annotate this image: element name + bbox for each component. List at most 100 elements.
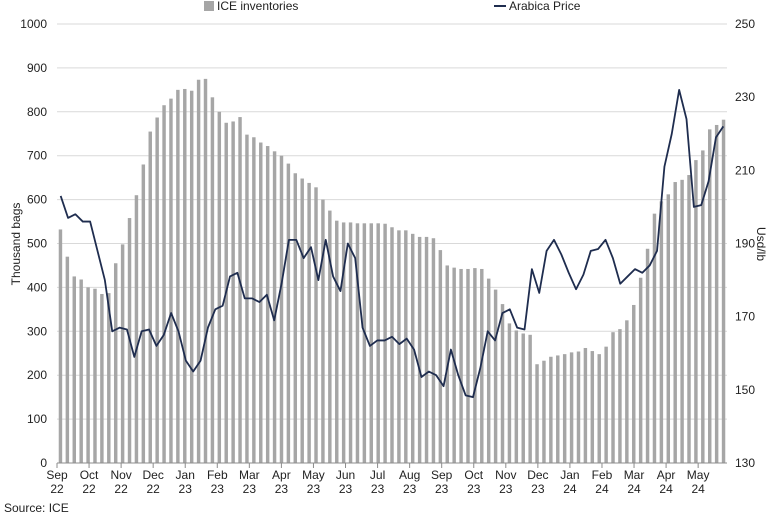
inventory-bar bbox=[141, 164, 146, 464]
inventory-bar bbox=[314, 187, 318, 463]
inventory-bar bbox=[272, 151, 277, 463]
x-tick-month-label: Nov bbox=[110, 468, 131, 482]
x-tick-year-label: 23 bbox=[403, 482, 417, 496]
inventory-bar bbox=[714, 124, 719, 463]
x-tick-year-label: 24 bbox=[627, 482, 641, 496]
inventory-bar bbox=[500, 304, 505, 463]
inventory-bar bbox=[528, 334, 532, 463]
inventory-bar bbox=[562, 354, 567, 463]
x-tick-year-label: 23 bbox=[531, 482, 545, 496]
x-tick-year-label: 24 bbox=[595, 482, 609, 496]
inventory-bar bbox=[466, 268, 470, 463]
inventory-bar bbox=[58, 229, 63, 463]
inventory-bar bbox=[521, 333, 525, 463]
legend-bar-swatch bbox=[204, 1, 214, 11]
inventory-bar bbox=[473, 268, 477, 463]
inventory-bar bbox=[335, 220, 339, 463]
y-right-tick-label: 250 bbox=[735, 17, 755, 31]
y-right-tick-label: 230 bbox=[735, 90, 755, 104]
inventory-bar bbox=[438, 250, 443, 463]
source-note: Source: ICE bbox=[4, 501, 69, 515]
inventory-bar bbox=[362, 223, 367, 463]
inventory-bar bbox=[694, 160, 698, 463]
legend: ICE inventories Arabica Price bbox=[204, 0, 581, 13]
y-left-tick-label: 200 bbox=[27, 368, 47, 382]
inventory-bar bbox=[328, 210, 332, 463]
x-tick-year-label: 22 bbox=[114, 482, 128, 496]
inventory-bar bbox=[652, 213, 657, 463]
inventory-bar bbox=[507, 323, 512, 463]
x-tick-month-label: Aug bbox=[399, 468, 420, 482]
inventory-bar bbox=[259, 142, 263, 463]
y-left-tick-label: 100 bbox=[27, 412, 47, 426]
x-tick-year-label: 23 bbox=[339, 482, 353, 496]
x-tick-year-label: 24 bbox=[563, 482, 577, 496]
inventory-bar bbox=[169, 98, 173, 463]
inventory-bar bbox=[556, 355, 560, 463]
y-left-tick-label: 700 bbox=[27, 149, 47, 163]
inventory-bar bbox=[708, 129, 712, 464]
inventory-bar bbox=[65, 256, 70, 463]
inventory-bar bbox=[493, 289, 498, 463]
inventory-bar bbox=[293, 173, 298, 463]
inventory-bar bbox=[514, 330, 519, 463]
x-tick-month-label: Jul bbox=[370, 468, 385, 482]
x-tick-month-label: May bbox=[302, 468, 325, 482]
inventory-bar bbox=[189, 90, 194, 463]
x-tick-year-label: 23 bbox=[435, 482, 449, 496]
x-tick-month-label: Sep bbox=[431, 468, 453, 482]
inventory-bar bbox=[611, 332, 615, 463]
x-tick-year-label: 23 bbox=[499, 482, 513, 496]
legend-bar-label: ICE inventories bbox=[217, 0, 298, 13]
inventory-bar bbox=[155, 117, 159, 463]
inventory-bar bbox=[604, 346, 608, 463]
x-tick-month-label: Apr bbox=[657, 468, 676, 482]
x-tick-month-label: Oct bbox=[80, 468, 99, 482]
inventory-bar bbox=[100, 293, 104, 463]
x-tick-year-label: 23 bbox=[467, 482, 481, 496]
inventory-bar bbox=[535, 364, 539, 463]
inventory-bar bbox=[279, 155, 284, 463]
inventory-bar bbox=[480, 268, 484, 463]
y-left-tick-label: 500 bbox=[27, 237, 47, 251]
price-line-layer bbox=[59, 88, 725, 399]
inventory-bar bbox=[176, 89, 180, 463]
x-tick-year-label: 22 bbox=[50, 482, 64, 496]
inventory-bar bbox=[569, 352, 574, 463]
x-tick-month-label: Apr bbox=[272, 468, 291, 482]
y-left-tick-label: 0 bbox=[40, 456, 47, 470]
inventory-bar bbox=[645, 248, 650, 463]
inventory-bar bbox=[231, 121, 235, 464]
inventory-bar bbox=[79, 279, 83, 463]
inventory-bar bbox=[583, 347, 588, 463]
inventory-bar bbox=[597, 354, 601, 463]
y-right-tick-label: 210 bbox=[735, 163, 755, 177]
inventory-bar bbox=[638, 277, 643, 463]
y-right-tick-label: 150 bbox=[735, 383, 755, 397]
x-tick-month-label: Mar bbox=[624, 468, 645, 482]
inventory-bar bbox=[632, 304, 636, 463]
inventory-bar bbox=[148, 131, 152, 463]
axes bbox=[56, 462, 727, 468]
legend-line-label: Arabica Price bbox=[509, 0, 581, 13]
inventory-bar bbox=[576, 351, 581, 463]
inventory-bar bbox=[162, 105, 166, 463]
inventory-bar bbox=[673, 182, 677, 464]
x-tick-month-label: Dec bbox=[527, 468, 548, 482]
inventory-bar bbox=[680, 179, 684, 463]
inventory-bar bbox=[618, 329, 622, 463]
inventory-bar bbox=[341, 222, 346, 463]
inventory-bar bbox=[666, 194, 671, 463]
inventory-bar bbox=[417, 236, 422, 463]
inventory-bar bbox=[265, 146, 270, 464]
y-right-tick-label: 190 bbox=[735, 237, 755, 251]
x-tick-month-label: Dec bbox=[143, 468, 164, 482]
x-tick-month-label: Jan bbox=[560, 468, 579, 482]
inventory-bar bbox=[542, 360, 546, 463]
inventory-bar bbox=[307, 182, 311, 464]
inventory-bar bbox=[459, 268, 463, 463]
x-tick-month-label: Sep bbox=[46, 468, 68, 482]
inventory-bar bbox=[549, 356, 553, 463]
inventory-bar bbox=[404, 230, 408, 463]
